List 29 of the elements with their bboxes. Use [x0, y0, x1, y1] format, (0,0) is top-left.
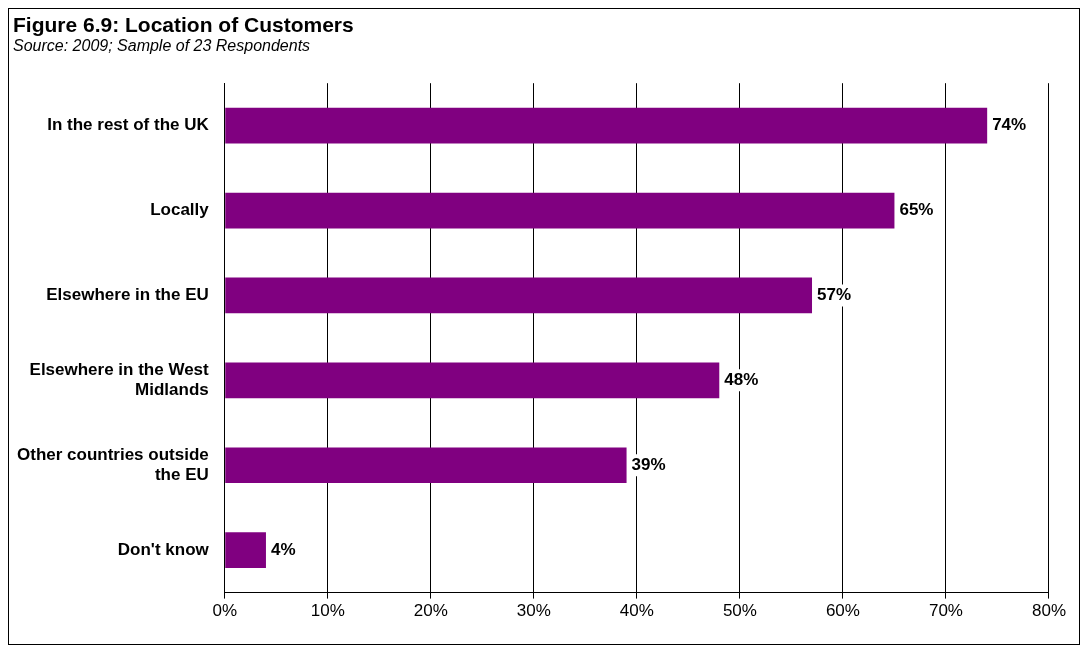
y-tick-label: Locally: [150, 200, 210, 220]
data-label: 74%: [992, 115, 1027, 135]
data-label: 39%: [631, 454, 666, 474]
x-tick-label: 70%: [928, 601, 963, 621]
x-tick-label: 60%: [825, 601, 860, 621]
data-label: 57%: [817, 285, 852, 305]
bar: [225, 532, 266, 568]
y-tick-label: Elsewhere in the West Midlands: [29, 359, 210, 400]
x-tick-label: 80%: [1031, 601, 1066, 621]
bar: [225, 107, 988, 144]
x-tick-label: 10%: [310, 601, 345, 621]
y-tick-label: In the rest of the UK: [47, 115, 210, 135]
chart-subtitle: Source: 2009; Sample of 23 Respondents: [12, 37, 312, 55]
bar: [225, 447, 627, 484]
x-tick-label: 40%: [619, 601, 654, 621]
y-tick-label: Don't know: [117, 539, 210, 559]
data-label: 65%: [899, 200, 934, 220]
bar: [225, 362, 720, 399]
chart-title: Figure 6.9: Location of Customers: [12, 12, 355, 37]
y-tick-label: Elsewhere in the EU: [46, 285, 209, 305]
bar: [225, 192, 895, 229]
x-tick-label: 0%: [212, 601, 238, 621]
data-label: 48%: [724, 370, 759, 390]
y-tick-label: Other countries outside the EU: [17, 444, 209, 485]
x-tick-label: 50%: [722, 601, 757, 621]
bar: [225, 277, 813, 314]
x-tick-label: 30%: [516, 601, 551, 621]
data-label: 4%: [270, 539, 296, 559]
x-tick-label: 20%: [413, 601, 448, 621]
